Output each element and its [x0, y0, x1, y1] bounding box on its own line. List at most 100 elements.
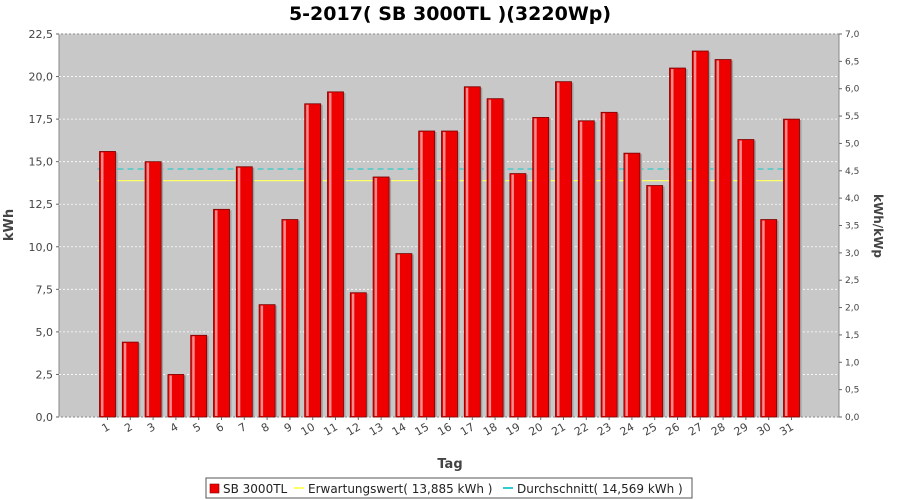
bar-highlight	[306, 104, 309, 417]
right-axis-ticks: 0,0 0,5 1,0 1,5 2,0 2,5 3,0 3,5 4,0 4,5 5,0 5,5 6,0 6…	[839, 30, 860, 423]
x-tick-label: 17	[458, 420, 477, 438]
left-axis-ticks: 0,0 2,5 5,0 7,5 10,0 12,5 15,0 17,5 20,0 22,5	[29, 28, 59, 424]
bar-highlight	[557, 82, 560, 416]
y-right-tick-label: 3,0	[845, 249, 860, 259]
bar-highlight	[716, 60, 720, 417]
x-tick-label: 15	[413, 420, 432, 438]
y-right-tick-label: 1,0	[845, 358, 860, 368]
y-tick-label: 5,0	[36, 326, 54, 339]
x-tick-label: 6	[213, 420, 226, 435]
bar-highlight	[465, 87, 469, 416]
x-axis-label: Tag	[437, 457, 462, 472]
x-tick-label: 4	[168, 420, 181, 435]
bar-highlight	[397, 254, 400, 416]
x-tick-label: 20	[527, 420, 546, 438]
x-tick-label: 31	[777, 420, 796, 438]
x-tick-label: 11	[321, 420, 340, 438]
y-axis-right-label: kWh/kWp	[871, 194, 885, 258]
bar-highlight	[192, 336, 195, 416]
bar-highlight	[511, 174, 514, 416]
bar-highlight	[693, 52, 697, 417]
y-right-tick-label: 1,5	[845, 331, 859, 341]
x-tick-label: 19	[504, 420, 523, 438]
bar-highlight	[762, 220, 765, 416]
bar-highlight	[625, 154, 628, 416]
bar-highlight	[123, 343, 127, 416]
y-right-tick-label: 4,0	[845, 194, 860, 204]
y-tick-label: 15,0	[29, 156, 54, 169]
y-right-tick-label: 5,0	[845, 139, 860, 149]
y-right-tick-label: 6,5	[845, 57, 859, 67]
x-tick-label: 24	[618, 420, 637, 438]
bar-highlight	[374, 177, 378, 416]
bar-highlight	[671, 69, 674, 417]
x-tick-label: 30	[755, 420, 774, 438]
legend: SB 3000TL Erwartungswert( 13,885 kWh ) D…	[205, 477, 693, 499]
bar-highlight	[169, 375, 172, 416]
bar-highlight	[351, 293, 355, 416]
y-tick-label: 17,5	[29, 113, 54, 126]
y-tick-label: 0,0	[36, 411, 54, 424]
bar-highlight	[146, 162, 150, 416]
bar-highlight	[602, 113, 606, 417]
x-tick-label: 14	[390, 420, 409, 438]
bar-highlight	[579, 121, 583, 417]
y-right-tick-label: 5,5	[845, 112, 859, 122]
bar-highlight	[488, 99, 492, 416]
y-right-tick-label: 2,5	[845, 276, 859, 286]
x-tick-label: 2	[122, 420, 135, 435]
x-tick-label: 7	[236, 420, 249, 435]
legend-box	[205, 477, 693, 499]
bars	[99, 50, 802, 418]
y-tick-label: 22,5	[29, 28, 54, 41]
x-tick-label: 3	[145, 420, 158, 435]
x-tick-label: 8	[259, 420, 272, 435]
y-axis-label: kWh	[2, 209, 17, 241]
x-tick-label: 27	[686, 420, 705, 438]
x-tick-label: 29	[732, 420, 751, 438]
bar-highlight	[648, 186, 651, 416]
x-tick-label: 23	[595, 420, 614, 438]
x-tick-label: 18	[481, 420, 500, 438]
bar-highlight	[283, 220, 286, 416]
y-right-tick-label: 0,0	[845, 413, 860, 423]
bar-highlight	[739, 140, 742, 416]
bar-highlight	[785, 120, 788, 416]
x-tick-label: 1	[99, 420, 112, 435]
bar-highlight	[101, 152, 104, 416]
bar-highlight	[443, 132, 446, 416]
bar-highlight	[329, 92, 332, 417]
y-right-tick-label: 6,0	[845, 85, 860, 95]
x-tick-label: 28	[709, 420, 728, 438]
legend-label-erwartungswert: Erwartungswert( 13,885 kWh )	[308, 482, 492, 496]
y-tick-label: 20,0	[29, 71, 54, 84]
x-tick-label: 25	[641, 420, 660, 438]
legend-label-series: SB 3000TL	[223, 482, 288, 496]
y-right-tick-label: 2,0	[845, 304, 860, 314]
legend-swatch-series	[209, 483, 220, 494]
bar-highlight	[534, 118, 537, 417]
x-tick-label: 22	[572, 420, 591, 438]
x-tick-label: 26	[663, 420, 682, 438]
y-tick-label: 7,5	[36, 283, 54, 296]
chart-title: 5-2017( SB 3000TL )(3220Wp)	[289, 3, 611, 25]
y-right-tick-label: 3,5	[845, 222, 859, 232]
x-tick-label: 9	[282, 420, 295, 435]
x-tick-label: 5	[191, 420, 204, 435]
x-tick-label: 21	[549, 420, 568, 438]
x-axis-ticks: 1 2 3 4 5 6 7 8 9 10 11 12 13 14 15 16 17 18 19 20 21 22 23 24 2…	[99, 417, 796, 439]
bar-highlight	[420, 132, 423, 416]
x-tick-label: 16	[435, 420, 454, 438]
y-right-tick-label: 7,0	[845, 30, 860, 40]
bar-highlight	[237, 167, 241, 416]
y-tick-label: 10,0	[29, 241, 54, 254]
y-tick-label: 12,5	[29, 198, 54, 211]
y-right-tick-label: 0,5	[845, 386, 859, 396]
x-tick-label: 13	[367, 420, 386, 438]
y-tick-label: 2,5	[36, 368, 54, 381]
x-tick-label: 12	[344, 420, 363, 438]
y-right-tick-label: 4,5	[845, 167, 859, 177]
x-tick-label: 10	[299, 420, 318, 438]
legend-label-durchschnitt: Durchschnitt( 14,569 kWh )	[517, 482, 683, 496]
